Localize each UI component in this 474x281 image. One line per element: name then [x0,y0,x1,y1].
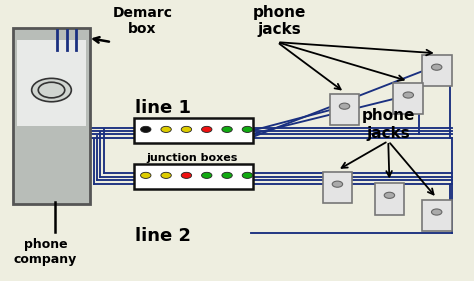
FancyBboxPatch shape [17,40,86,126]
Circle shape [242,126,253,132]
Circle shape [141,172,151,178]
Text: phone
company: phone company [14,239,77,266]
Text: phone
jacks: phone jacks [362,108,415,140]
Circle shape [384,192,395,198]
Text: Demarc
box: Demarc box [112,6,173,36]
FancyBboxPatch shape [134,164,253,189]
FancyBboxPatch shape [329,94,359,125]
FancyBboxPatch shape [12,28,91,204]
Circle shape [242,172,253,178]
FancyBboxPatch shape [393,83,423,114]
Circle shape [161,126,171,132]
Circle shape [222,126,232,132]
FancyBboxPatch shape [322,172,352,203]
Text: phone
jacks: phone jacks [253,5,306,37]
Circle shape [332,181,343,187]
Circle shape [32,78,72,102]
Circle shape [181,172,191,178]
Circle shape [403,92,413,98]
FancyBboxPatch shape [374,183,404,215]
FancyBboxPatch shape [422,55,452,87]
FancyBboxPatch shape [422,200,452,231]
Circle shape [181,126,191,132]
Text: junction boxes: junction boxes [146,153,238,163]
Circle shape [201,126,212,132]
Circle shape [201,172,212,178]
Circle shape [222,172,232,178]
Text: line 2: line 2 [136,227,191,245]
Circle shape [431,64,442,70]
Circle shape [161,172,171,178]
Circle shape [431,209,442,215]
Text: line 1: line 1 [136,99,191,117]
Circle shape [141,126,151,132]
FancyBboxPatch shape [134,118,253,143]
Circle shape [339,103,350,109]
